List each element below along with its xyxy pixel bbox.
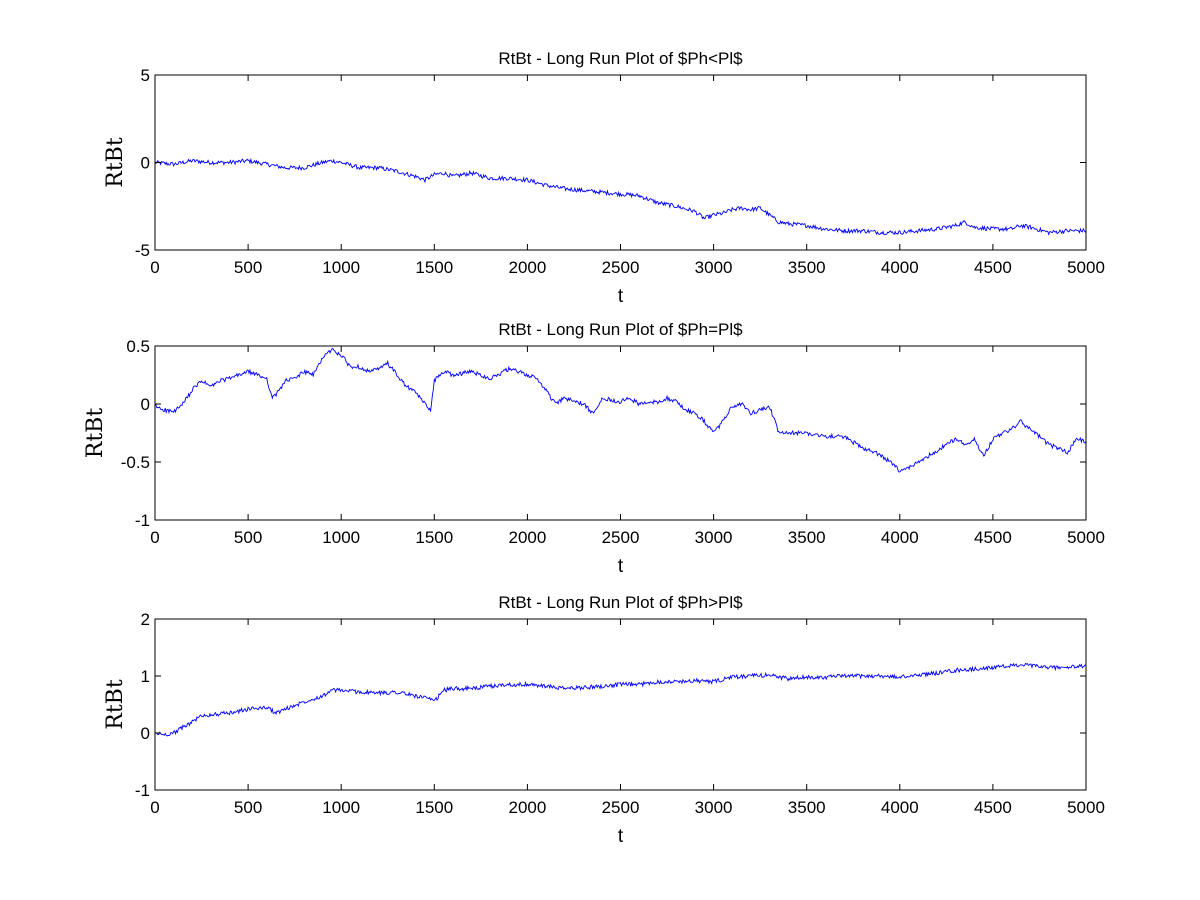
x-tick-label: 2500 bbox=[602, 798, 640, 817]
subplot-2: 0 500 1000 1500 2000 2500 3000 3500 4000 4500 5000… bbox=[83, 320, 1105, 577]
y-tick-label: -0.5 bbox=[121, 453, 150, 472]
x-tick-label: 2500 bbox=[602, 258, 640, 277]
y-tick-label: -1 bbox=[135, 511, 150, 530]
series-line bbox=[155, 157, 1086, 236]
x-tick-label: 2000 bbox=[508, 528, 546, 547]
x-tick-label: 1000 bbox=[322, 798, 360, 817]
x-tick-label: 0 bbox=[150, 528, 159, 547]
x-axis-label: t bbox=[618, 826, 624, 847]
x-tick-label: 500 bbox=[234, 528, 262, 547]
y-tick-label: -5 bbox=[135, 241, 150, 260]
subplot-3: 0 500 1000 1500 2000 2500 3000 3500 4000 4500 5000… bbox=[103, 593, 1105, 847]
x-tick-label: 4000 bbox=[881, 258, 919, 277]
x-tick-label: 4500 bbox=[974, 258, 1012, 277]
x-tick-label: 5000 bbox=[1067, 258, 1105, 277]
subplot-1: 0 500 1000 1500 2000 2500 3000 3500 4000 4500 5000… bbox=[103, 49, 1105, 307]
x-tick-label: 1500 bbox=[415, 798, 453, 817]
y-tick-label: 2 bbox=[141, 610, 150, 629]
axes-frame bbox=[154, 345, 1087, 521]
x-tick-label: 0 bbox=[150, 798, 159, 817]
series-line bbox=[155, 347, 1086, 473]
x-tick-label: 4500 bbox=[974, 528, 1012, 547]
x-tick-label: 3500 bbox=[788, 528, 826, 547]
x-axis-label: t bbox=[618, 286, 624, 307]
x-tick-label: 3000 bbox=[695, 258, 733, 277]
x-tick-label: 1000 bbox=[322, 528, 360, 547]
subplot-title: RtBt - Long Run Plot of $Ph<Pl$ bbox=[498, 49, 743, 68]
series-line bbox=[155, 662, 1086, 737]
y-axis-label: RtBt bbox=[83, 408, 108, 459]
x-tick-label: 1000 bbox=[322, 258, 360, 277]
x-tick-label: 0 bbox=[150, 258, 159, 277]
axes-frame bbox=[154, 618, 1087, 791]
x-tick-label: 2000 bbox=[508, 258, 546, 277]
y-tick-label: 0 bbox=[141, 724, 150, 743]
y-tick-label: 1 bbox=[141, 667, 150, 686]
x-tick-label: 5000 bbox=[1067, 528, 1105, 547]
y-tick-label: -1 bbox=[135, 781, 150, 800]
y-axis-label: RtBt bbox=[103, 137, 128, 188]
x-tick-label: 4000 bbox=[881, 798, 919, 817]
subplot-title: RtBt - Long Run Plot of $Ph=Pl$ bbox=[498, 320, 743, 339]
x-tick-label: 2500 bbox=[602, 528, 640, 547]
x-tick-label: 2000 bbox=[508, 798, 546, 817]
y-axis-label: RtBt bbox=[103, 679, 128, 730]
axes-frame bbox=[154, 74, 1087, 251]
x-tick-label: 3000 bbox=[695, 798, 733, 817]
subplot-title: RtBt - Long Run Plot of $Ph>Pl$ bbox=[498, 593, 743, 612]
x-tick-label: 3000 bbox=[695, 528, 733, 547]
x-tick-label: 1500 bbox=[415, 528, 453, 547]
x-tick-label: 500 bbox=[234, 258, 262, 277]
x-tick-label: 4000 bbox=[881, 528, 919, 547]
x-tick-label: 3500 bbox=[788, 258, 826, 277]
y-tick-label: 0.5 bbox=[126, 337, 150, 356]
y-tick-label: 0 bbox=[141, 154, 150, 173]
x-tick-label: 1500 bbox=[415, 258, 453, 277]
x-tick-label: 4500 bbox=[974, 798, 1012, 817]
x-tick-label: 3500 bbox=[788, 798, 826, 817]
x-axis-label: t bbox=[618, 556, 624, 577]
y-tick-label: 0 bbox=[141, 395, 150, 414]
x-tick-label: 500 bbox=[234, 798, 262, 817]
x-tick-label: 5000 bbox=[1067, 798, 1105, 817]
y-tick-label: 5 bbox=[141, 66, 150, 85]
